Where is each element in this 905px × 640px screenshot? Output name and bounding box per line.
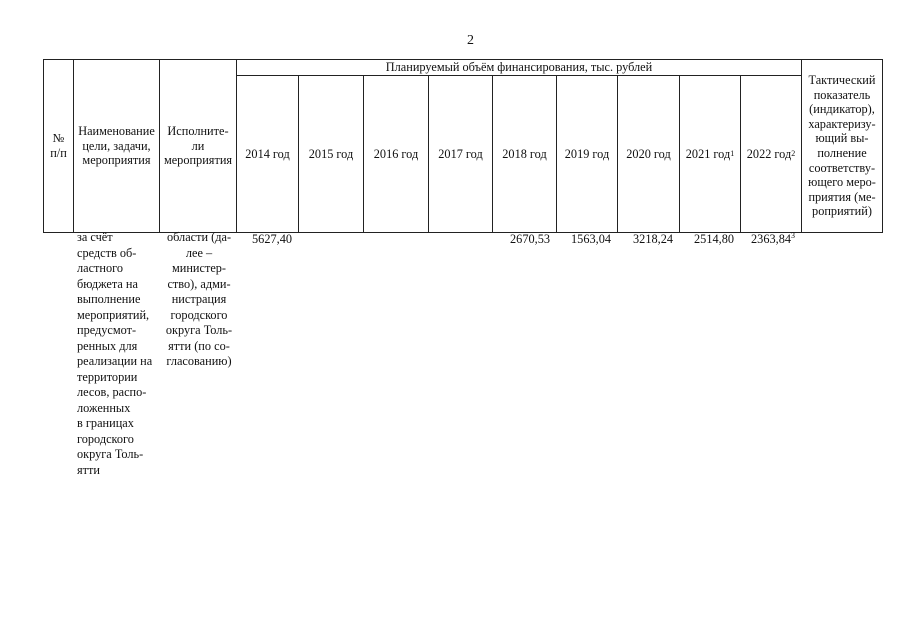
year-label: 2017 год bbox=[438, 146, 483, 161]
value-text: 1563,04 bbox=[571, 232, 611, 246]
value-text: 5627,40 bbox=[252, 232, 292, 246]
header-num: № п/п bbox=[43, 59, 74, 233]
row-executor: области (да- лее – министер- ство), адми… bbox=[165, 230, 233, 368]
year-label: 2014 год bbox=[245, 146, 290, 161]
value-text: 2514,80 bbox=[694, 232, 734, 246]
header-year: 2018 год bbox=[492, 75, 557, 233]
row-value: 2670,53 bbox=[492, 232, 550, 247]
year-label: 2022 год bbox=[746, 146, 792, 161]
year-label: 2019 год bbox=[564, 146, 610, 161]
year-label: 2021 год bbox=[685, 146, 731, 161]
footnote-mark: 3 bbox=[791, 230, 795, 240]
row-value: 3218,24 bbox=[617, 232, 673, 247]
header-year: 2019 год bbox=[556, 75, 618, 233]
header-indicator: Тактический показатель (индикатор), хара… bbox=[801, 59, 883, 233]
row-value: 2514,80 bbox=[679, 232, 734, 247]
value-text: 3218,24 bbox=[633, 232, 673, 246]
header-executor: Исполните- ли мероприятия bbox=[159, 59, 237, 233]
row-name: за счёт средств об- ластного бюджета на … bbox=[77, 230, 153, 477]
year-label: 2020 год bbox=[626, 146, 671, 161]
header-name: Наименование цели, задачи, мероприятия bbox=[73, 59, 160, 233]
header-year: 2017 год bbox=[428, 75, 493, 233]
header-funding-group: Планируемый объём финансирования, тыс. р… bbox=[236, 59, 802, 76]
header-year: 2021 год 1 bbox=[679, 75, 741, 233]
page-number: 2 bbox=[467, 33, 474, 48]
year-label: 2016 год bbox=[373, 146, 419, 161]
row-value: 5627,40 bbox=[236, 232, 292, 247]
value-text: 2363,84 bbox=[751, 232, 791, 246]
header-year: 2020 год bbox=[617, 75, 680, 233]
header-year: 2014 год bbox=[236, 75, 299, 233]
header-year: 2022 год 2 bbox=[740, 75, 802, 233]
header-year: 2015 год bbox=[298, 75, 364, 233]
value-text: 2670,53 bbox=[510, 232, 550, 246]
row-value: 2363,843 bbox=[740, 230, 795, 247]
year-label: 2018 год bbox=[502, 146, 547, 161]
year-label: 2015 год bbox=[308, 146, 354, 161]
row-value: 1563,04 bbox=[556, 232, 611, 247]
header-year: 2016 год bbox=[363, 75, 429, 233]
